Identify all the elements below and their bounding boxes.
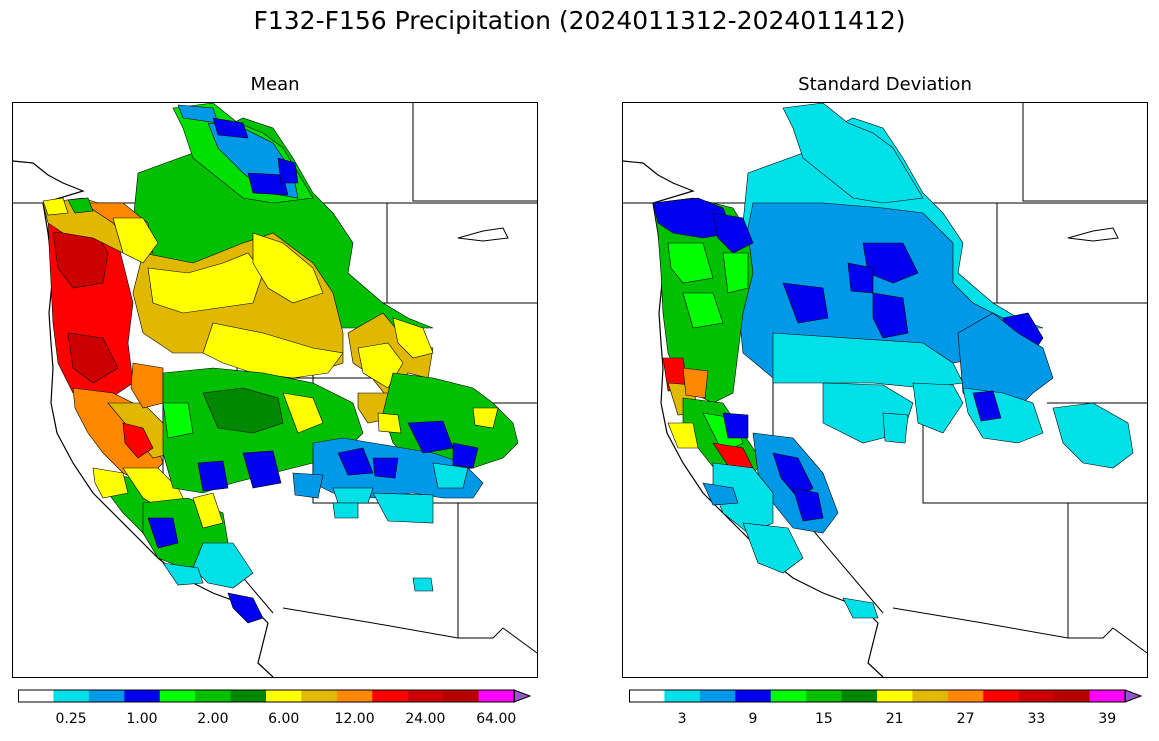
std-colorbar-segments [629,689,1143,703]
std-colorbar [629,689,1143,703]
colorbar-segment [336,690,373,702]
colorbar-segment [301,690,338,702]
std-map-svg [623,103,1147,677]
colorbar-segment [195,690,232,702]
std-coastline [623,160,884,677]
colorbar-segment [478,690,515,702]
colorbar-segment [1054,690,1091,702]
colorbar-tick-label: 39 [1098,711,1117,727]
colorbar-segment [664,690,701,702]
colorbar-segment [1018,690,1055,702]
figure-title: F132-F156 Precipitation (2024011312-2024… [253,6,906,35]
mean-colorbar [18,689,532,703]
std-basins [652,103,1134,619]
mean-basins [42,103,519,624]
colorbar-segment [806,690,843,702]
colorbar-tick-label: 21 [885,711,904,727]
colorbar-segment [699,690,736,702]
colorbar-segment [18,690,54,702]
colorbar-segment [735,690,772,702]
colorbar-segment [88,690,125,702]
colorbar-segment [372,690,409,702]
colorbar-tick-label: 15 [814,711,833,727]
colorbar-extend-arrow [1124,689,1143,703]
colorbar-segment [53,690,90,702]
colorbar-segment [124,690,161,702]
colorbar-tick-label: 1.00 [126,711,158,727]
colorbar-outline [629,689,1126,703]
colorbar-segment [983,690,1020,702]
colorbar-segment [266,690,302,702]
mean-lake-outline [457,227,509,242]
colorbar-segment [443,690,480,702]
colorbar-extend-arrow [513,689,532,703]
mean-coastline [13,160,274,677]
colorbar-tick-label: 2.00 [197,711,229,727]
mean-map-svg [13,103,537,677]
colorbar-segment [770,690,807,702]
colorbar-tick-label: 3 [677,711,687,727]
std-map [622,102,1148,678]
mean-map [12,102,538,678]
colorbar-segment [912,690,949,702]
std-lake-outline [1067,227,1119,242]
colorbar-tick-label: 9 [748,711,758,727]
colorbar-tick-label: 12.00 [334,711,375,727]
mean-colorbar-segments [18,689,532,703]
colorbar-outline [18,689,515,703]
colorbar-segment [230,690,267,702]
colorbar-segment [841,690,878,702]
std-panel-title: Standard Deviation [798,74,972,95]
colorbar-segment [407,690,444,702]
colorbar-segment [877,690,913,702]
colorbar-segment [629,690,665,702]
colorbar-tick-label: 64.00 [476,711,517,727]
colorbar-tick-label: 6.00 [268,711,300,727]
mean-panel-title: Mean [250,74,300,95]
colorbar-tick-label: 27 [956,711,975,727]
colorbar-segment [159,690,196,702]
colorbar-tick-label: 33 [1027,711,1046,727]
colorbar-segment [947,690,984,702]
colorbar-segment [1089,690,1126,702]
colorbar-tick-label: 24.00 [405,711,446,727]
colorbar-tick-label: 0.25 [55,711,87,727]
